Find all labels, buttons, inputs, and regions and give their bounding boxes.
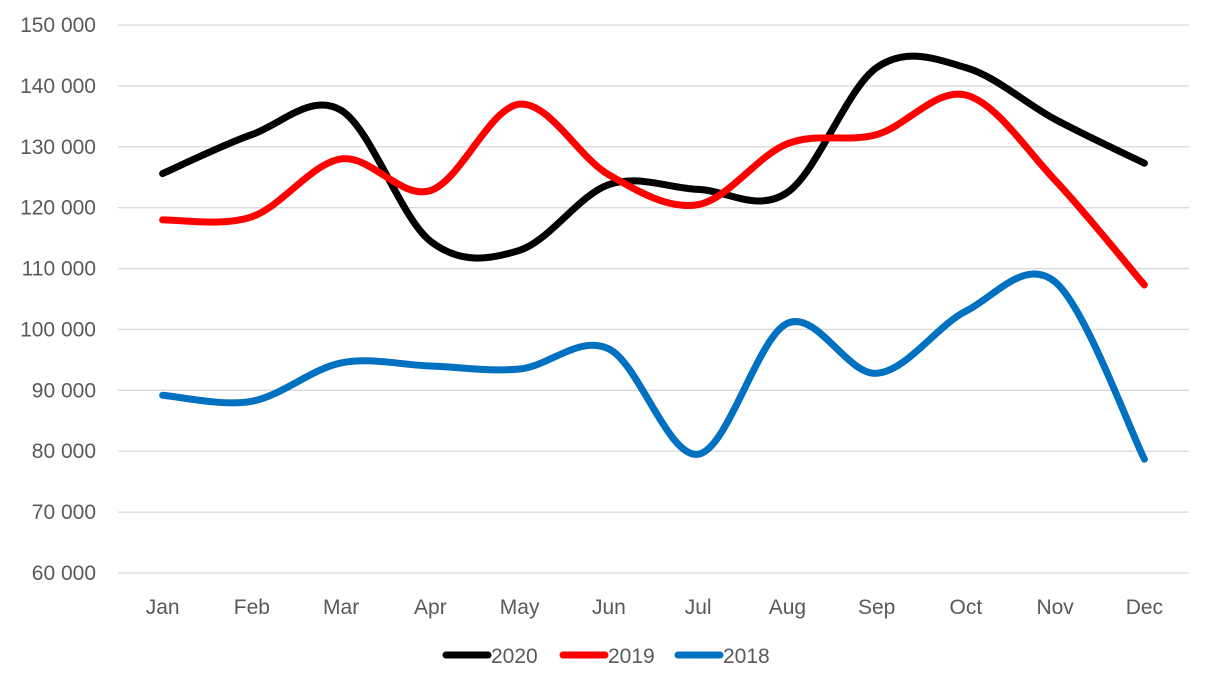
x-tick-label: Jul xyxy=(685,596,712,619)
gridlines xyxy=(118,24,1189,574)
x-tick-label: Sep xyxy=(858,596,895,619)
series-line-2019 xyxy=(159,90,1148,289)
series-line-2018 xyxy=(159,270,1148,463)
y-tick-label: 120 000 xyxy=(20,197,96,220)
y-tick-label: 150 000 xyxy=(20,14,96,37)
x-tick-label: Mar xyxy=(323,596,359,619)
legend-label-2018: 2018 xyxy=(723,645,770,668)
y-axis-ticks: 60 000 70 000 80 000 90 000 100 000 110 000 12… xyxy=(20,14,96,585)
y-tick-label: 110 000 xyxy=(22,258,96,281)
x-tick-label: Oct xyxy=(950,596,983,619)
x-tick-label: Feb xyxy=(234,596,270,619)
y-tick-label: 140 000 xyxy=(20,75,96,98)
x-tick-label: Aug xyxy=(769,596,806,619)
x-tick-label: Dec xyxy=(1126,596,1163,619)
legend-label-2020: 2020 xyxy=(491,645,538,668)
x-axis-ticks: Jan Feb Mar Apr May Jun Jul Aug Sep Oct Nov Dec xyxy=(146,596,1163,619)
x-tick-label: Apr xyxy=(414,596,447,619)
x-tick-label: Jan xyxy=(146,596,180,619)
y-tick-label: 100 000 xyxy=(20,318,96,341)
series-lines xyxy=(159,52,1148,463)
y-tick-label: 70 000 xyxy=(32,501,96,524)
y-tick-label: 90 000 xyxy=(32,379,96,402)
x-tick-label: Jun xyxy=(592,596,626,619)
x-tick-label: May xyxy=(500,596,540,619)
y-tick-label: 130 000 xyxy=(20,136,96,159)
y-tick-label: 80 000 xyxy=(32,440,96,463)
x-tick-label: Nov xyxy=(1036,596,1074,619)
legend-label-2019: 2019 xyxy=(608,645,655,668)
y-tick-label: 60 000 xyxy=(32,562,96,585)
series-line-2020 xyxy=(159,52,1148,262)
legend: 2020 2019 2018 xyxy=(442,645,770,668)
